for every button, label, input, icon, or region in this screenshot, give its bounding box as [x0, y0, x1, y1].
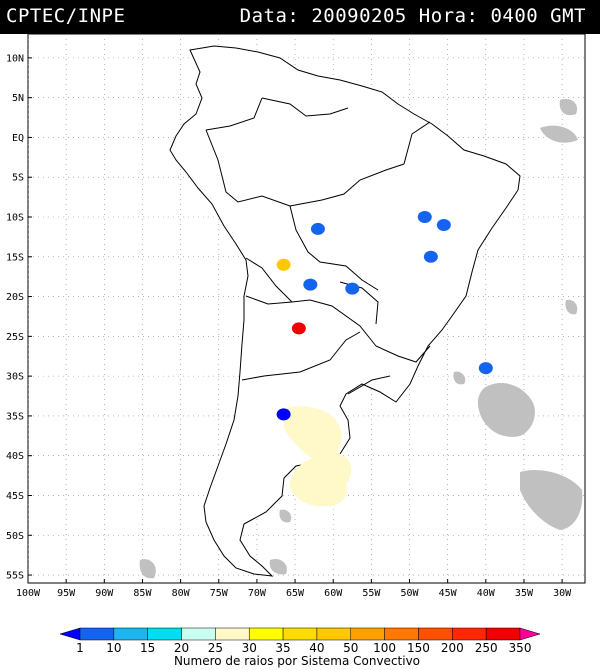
colorbar-title: Numero de raios por Sistema Convectivo: [174, 654, 420, 668]
convective-system: [303, 278, 318, 291]
lon-tick-label: 65W: [286, 588, 305, 599]
colorbar-swatch: [519, 627, 541, 641]
lon-tick-label: 80W: [172, 588, 191, 599]
lat-tick-label: 15S: [6, 252, 24, 263]
colorbar-label: 150: [407, 641, 430, 655]
colorbar-swatch: [384, 627, 419, 641]
colorbar-swatch: [316, 627, 352, 641]
country-borders: [205, 97, 431, 395]
convective-system: [478, 362, 493, 375]
convective-systems: [276, 211, 493, 421]
lat-tick-label: 50S: [6, 531, 24, 542]
lon-tick-label: 100W: [16, 588, 41, 599]
colorbar-swatch: [418, 627, 453, 641]
colorbar-label: 350: [509, 641, 532, 655]
colorbar-label: 25: [208, 641, 223, 655]
hour-value: 0400: [490, 5, 539, 27]
lat-tick-label: 25S: [6, 332, 24, 343]
convective-system: [436, 218, 451, 231]
convective-system: [310, 222, 325, 235]
date-time-label: Data: 20090205 Hora: 0400 GMT: [240, 5, 586, 27]
colorbar-label: 50: [343, 641, 358, 655]
colorbar-label: 20: [174, 641, 189, 655]
lon-tick-label: 75W: [210, 588, 229, 599]
colorbar-swatch: [485, 627, 521, 641]
colorbar-label: 250: [475, 641, 498, 655]
colorbar-swatch: [215, 627, 250, 641]
colorbar-swatch: [282, 627, 318, 641]
lat-tick-label: 40S: [6, 451, 24, 462]
lon-tick-label: 30W: [553, 588, 572, 599]
agency-title: CPTEC/INPE: [6, 5, 126, 27]
timezone-label: GMT: [550, 5, 586, 27]
colorbar-label: 40: [309, 641, 324, 655]
title-bar: CPTEC/INPE Data: 20090205 Hora: 0400 GMT: [0, 0, 600, 34]
lat-tick-label: 45S: [6, 491, 24, 502]
lon-tick-label: 85W: [133, 588, 152, 599]
lon-tick-label: 95W: [57, 588, 76, 599]
lat-tick-label: EQ: [12, 133, 24, 144]
colorbar-swatch: [59, 627, 81, 641]
colorbar-swatch: [350, 627, 385, 641]
colorbar-label: 30: [242, 641, 257, 655]
lat-tick-label: 35S: [6, 411, 24, 422]
colorbar-swatch: [79, 627, 115, 641]
convective-system: [417, 211, 432, 223]
colorbar-label: 200: [441, 641, 464, 655]
lat-tick-label: 20S: [6, 292, 24, 303]
colorbar-label: 15: [140, 641, 155, 655]
lon-tick-label: 60W: [324, 588, 343, 599]
colorbar-label: 100: [373, 641, 396, 655]
lon-tick-label: 90W: [95, 588, 114, 599]
lon-tick-label: 50W: [400, 588, 419, 599]
lat-tick-label: 55S: [6, 571, 24, 582]
colorbar-label: 35: [275, 641, 290, 655]
lon-tick-label: 55W: [362, 588, 381, 599]
lat-tick-label: 10S: [6, 213, 24, 224]
south-america-coastline: [169, 45, 521, 577]
hour-label: Hora:: [418, 5, 479, 27]
date-label: Data:: [239, 5, 300, 27]
colorbar-label: 10: [106, 641, 121, 655]
lat-tick-label: 10N: [6, 53, 24, 64]
date-value: 20090205: [311, 5, 407, 27]
colorbar-swatch: [147, 627, 182, 641]
lat-tick-label: 30S: [6, 372, 24, 383]
convective-system: [345, 282, 360, 295]
convective-system: [423, 250, 438, 263]
colorbar-swatch: [452, 627, 487, 641]
longitude-labels: 100W 95W 90W 85W 80W 75W 70W 65W 60W 55W 50W 45W 40W…: [16, 579, 572, 599]
colorbar-swatch: [113, 627, 148, 641]
colorbar-swatch: [181, 627, 216, 641]
lat-tick-label: 5N: [12, 93, 24, 104]
lat-tick-label: 5S: [12, 173, 24, 184]
lon-tick-label: 40W: [477, 588, 496, 599]
convective-system: [276, 408, 291, 421]
lon-tick-label: 35W: [515, 588, 534, 599]
colorbar-label: 1: [76, 641, 84, 655]
lon-tick-label: 70W: [248, 588, 267, 599]
convective-system: [291, 322, 306, 335]
colorbar-swatch: [248, 627, 284, 641]
colorbar: 1 10 15 20 25 30 35 40 50 100 150 200 250 350: [59, 627, 541, 655]
convective-system: [276, 258, 291, 271]
latitude-labels: 10N 5N EQ 5S 10S 15S 20S 25S 30S 35S 40S 45S 50S 55S: [6, 53, 32, 582]
lon-tick-label: 45W: [439, 588, 458, 599]
stratiform-area: [282, 406, 352, 507]
